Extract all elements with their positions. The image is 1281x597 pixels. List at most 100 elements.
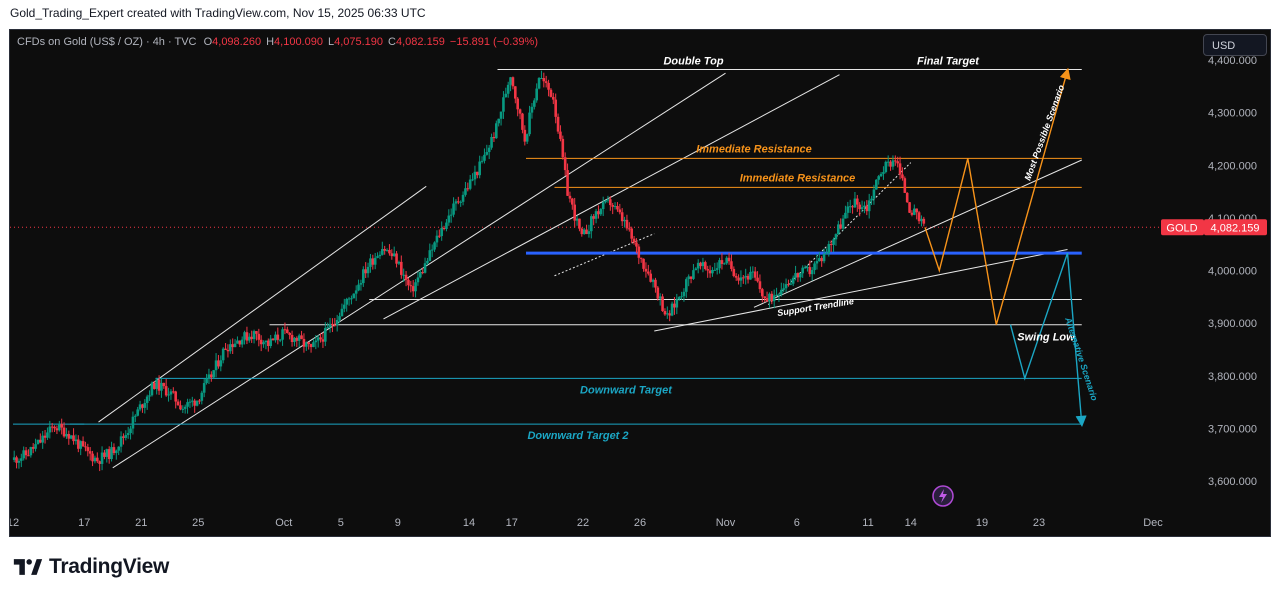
candle-body	[727, 257, 731, 262]
candle-body	[212, 370, 215, 378]
candle-body	[746, 275, 750, 280]
candle-body	[682, 291, 686, 297]
candle-body	[594, 211, 598, 219]
candle-body	[765, 298, 769, 302]
candle-body	[98, 461, 101, 464]
candle-body	[62, 427, 66, 437]
candle-body	[879, 173, 883, 177]
candle-body	[606, 199, 610, 201]
candle-body	[815, 261, 819, 264]
chart-pane[interactable]: Double Top Final Target Immediate Resistan…	[9, 29, 1271, 537]
candle-body	[321, 339, 325, 342]
candle-body	[331, 323, 334, 325]
candle-body	[910, 212, 914, 215]
candle-body	[22, 450, 25, 459]
candle-body	[473, 171, 477, 180]
candle-body	[573, 204, 576, 221]
candle-body	[335, 319, 339, 326]
candle-body	[195, 400, 199, 406]
candle-body	[324, 327, 327, 342]
candle-body	[162, 382, 166, 387]
candle-body	[611, 205, 614, 207]
candle-body	[58, 423, 61, 431]
candle-body	[772, 295, 776, 302]
candle-body	[794, 273, 797, 278]
candle-body	[701, 262, 705, 267]
candlestick-chart[interactable]: Double Top Final Target Immediate Resistan…	[10, 30, 1270, 536]
candle-body	[169, 391, 173, 395]
candle-body	[340, 308, 344, 317]
channel-line-2	[112, 72, 726, 469]
candle-body	[495, 123, 498, 139]
candle-body	[616, 206, 619, 210]
candle-body	[775, 294, 778, 296]
candle-body	[818, 258, 821, 262]
candle-body	[43, 435, 47, 438]
candle-body	[333, 324, 337, 326]
candle-body	[509, 77, 512, 85]
candle-body	[547, 82, 550, 90]
candle-body	[870, 198, 873, 201]
candle-body	[889, 161, 892, 167]
currency-button[interactable]: USD	[1203, 34, 1267, 56]
lightning-bolt-icon	[939, 489, 947, 503]
candle-body	[250, 336, 253, 340]
candle-body	[134, 415, 137, 417]
candle-body	[694, 268, 698, 271]
candle-body	[86, 447, 90, 452]
y-tick-label: 3,700.000	[1208, 423, 1257, 435]
candle-body	[544, 81, 548, 83]
candle-body	[825, 253, 828, 255]
candle-body	[191, 400, 194, 402]
candle-body	[359, 283, 363, 285]
candle-body	[789, 283, 793, 285]
candle-body	[428, 250, 432, 261]
candle-body	[492, 136, 496, 139]
tradingview-logo[interactable]: TradingView	[12, 555, 169, 579]
most-possible-scenario-path	[924, 67, 1071, 325]
candle-body	[233, 343, 237, 348]
candle-body	[777, 294, 781, 296]
double-top-label: Double Top	[663, 55, 723, 67]
candle-body	[397, 261, 401, 264]
candle-body	[549, 89, 553, 97]
x-tick-label: 11	[862, 517, 873, 529]
x-tick-label: 19	[976, 517, 988, 529]
candle-body	[737, 277, 740, 281]
candle-body	[290, 334, 294, 343]
candle-body	[314, 340, 318, 343]
candle-body	[841, 218, 845, 229]
candle-body	[502, 97, 505, 112]
candle-body	[362, 269, 365, 284]
candle-body	[483, 154, 486, 161]
candle-body	[468, 179, 472, 189]
candle-body	[411, 286, 415, 292]
x-tick-label: Dec	[1143, 517, 1163, 529]
candle-body	[53, 426, 56, 429]
candle-body	[20, 458, 23, 461]
candle-body	[620, 212, 624, 222]
candle-body	[129, 428, 132, 434]
candle-body	[784, 284, 788, 289]
candle-body	[530, 106, 534, 113]
candle-body	[630, 228, 633, 239]
upper-trend-line	[753, 159, 1082, 308]
candle-body	[490, 136, 493, 148]
candle-body	[744, 275, 747, 278]
x-tick-label: 23	[1033, 517, 1045, 529]
candle-body	[442, 227, 446, 229]
candle-body	[15, 457, 18, 463]
candle-body	[350, 298, 353, 300]
candle-body	[734, 276, 738, 278]
candle-body	[872, 189, 876, 199]
x-tick-label: 17	[78, 517, 90, 529]
candle-body	[834, 234, 838, 240]
candle-body	[791, 277, 795, 284]
candle-body	[352, 293, 356, 299]
candle-body	[894, 160, 897, 162]
candle-body	[164, 386, 168, 396]
candle-body	[96, 457, 99, 462]
candle-body	[856, 198, 859, 205]
candle-body	[651, 279, 655, 282]
x-tick-label: 17	[506, 517, 518, 529]
